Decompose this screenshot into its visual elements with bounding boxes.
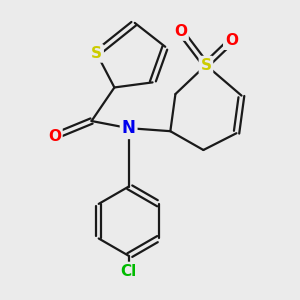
Text: S: S — [91, 46, 102, 61]
Text: N: N — [122, 119, 136, 137]
Text: O: O — [48, 129, 61, 144]
Text: O: O — [225, 33, 238, 48]
Text: S: S — [200, 58, 211, 73]
Text: O: O — [174, 24, 187, 39]
Text: Cl: Cl — [121, 263, 137, 278]
